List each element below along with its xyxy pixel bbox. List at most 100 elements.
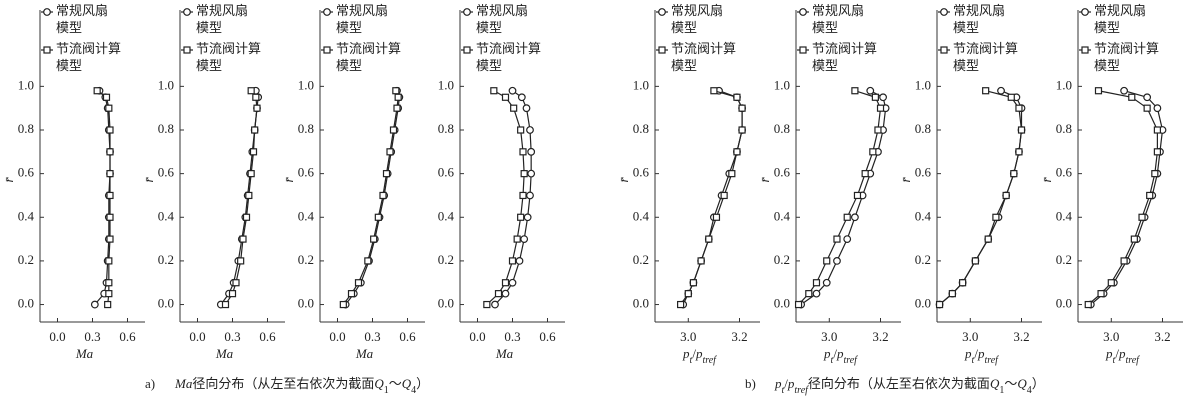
- legend-label: 节流阀计算模型: [336, 41, 401, 73]
- text-part: 4: [1027, 385, 1032, 396]
- marker: [183, 8, 191, 16]
- y-tick-label: 0.4: [18, 208, 35, 223]
- marker: [242, 213, 251, 221]
- marker: [520, 170, 528, 178]
- marker: [43, 46, 51, 54]
- marker: [1153, 148, 1161, 156]
- y-tick-label: 0.0: [915, 296, 931, 311]
- legend-label: 节流阀计算模型: [476, 41, 541, 73]
- marker: [982, 87, 990, 95]
- y-tick-label: 0.8: [915, 121, 931, 136]
- marker: [689, 279, 698, 287]
- marker: [106, 213, 114, 221]
- marker: [392, 87, 400, 95]
- text-part: tref: [794, 385, 809, 396]
- y-tick-label: 0.6: [774, 165, 791, 180]
- marker: [940, 46, 948, 54]
- marker: [251, 126, 259, 134]
- y-tick-label: 1.0: [298, 77, 314, 92]
- x-tick-label: 0.6: [119, 329, 136, 344]
- legend-label: 节流阀计算模型: [196, 41, 261, 73]
- marker: [323, 8, 331, 16]
- marker: [364, 257, 372, 265]
- marker: [1130, 235, 1138, 243]
- marker: [833, 257, 841, 265]
- y-tick-label: 1.0: [1056, 77, 1072, 92]
- y-tick-label: 0.0: [1056, 296, 1072, 311]
- y-tick-label: 0.6: [915, 165, 932, 180]
- marker: [394, 93, 402, 101]
- marker: [105, 279, 113, 287]
- marker: [221, 300, 230, 309]
- marker: [799, 8, 807, 16]
- marker: [1153, 126, 1161, 134]
- text-part: Ma: [355, 346, 374, 361]
- y-tick-label: 1.0: [158, 77, 174, 92]
- text-part: Ma: [75, 346, 94, 361]
- marker: [871, 93, 879, 101]
- x-tick-label: 3.0: [962, 329, 978, 344]
- y-axis-label: r̄: [1, 176, 16, 182]
- x-axis-label: Ma: [355, 346, 374, 361]
- marker: [1151, 170, 1159, 178]
- marker: [520, 235, 529, 243]
- caption: pt/ptref径向分布（从左至右依次为截面Q1～Q4）: [774, 376, 1045, 396]
- text-part: tref: [1125, 355, 1140, 366]
- caption-label: b): [745, 376, 756, 391]
- legend-label: 节流阀计算模型: [671, 41, 736, 73]
- marker: [519, 148, 527, 156]
- x-axis-label: Ma: [215, 346, 234, 361]
- y-axis-label: r̄: [616, 176, 631, 182]
- y-tick-label: 0.4: [915, 208, 932, 223]
- legend-label: 常规风扇模型: [196, 3, 248, 35]
- marker: [869, 148, 877, 156]
- y-tick-label: 0.8: [18, 121, 34, 136]
- marker: [245, 191, 253, 200]
- marker: [105, 290, 113, 298]
- marker: [876, 104, 885, 112]
- y-tick-label: 0.0: [18, 296, 34, 311]
- y-tick-label: 0.8: [1056, 121, 1072, 136]
- y-tick-label: 1.0: [774, 77, 790, 92]
- y-tick-label: 0.8: [774, 121, 790, 136]
- marker: [339, 300, 347, 309]
- y-tick-label: 1.0: [915, 77, 931, 92]
- y-axis-label: r̄: [141, 176, 156, 182]
- y-tick-label: 0.8: [438, 121, 454, 136]
- text-part: tref: [843, 355, 858, 366]
- y-tick-label: 0.6: [298, 165, 315, 180]
- marker: [523, 213, 532, 222]
- marker: [249, 148, 258, 156]
- marker: [1017, 126, 1026, 134]
- text-part: t: [831, 355, 834, 366]
- marker: [508, 278, 517, 287]
- marker: [93, 87, 101, 95]
- text-part: t: [1113, 355, 1116, 366]
- series-line: [682, 90, 743, 305]
- marker: [812, 289, 821, 298]
- marker: [526, 191, 534, 200]
- marker: [733, 93, 741, 101]
- x-tick-label: 3.2: [1013, 329, 1029, 344]
- text-part: Ma: [174, 376, 193, 391]
- text-part: /: [784, 376, 788, 391]
- y-tick-label: 0.0: [298, 296, 314, 311]
- marker: [1010, 170, 1018, 178]
- marker: [386, 148, 394, 156]
- text-part: /: [974, 346, 978, 361]
- marker: [677, 300, 685, 309]
- text-part: Q: [990, 376, 1000, 391]
- marker: [997, 86, 1005, 95]
- marker: [794, 300, 803, 309]
- series-line: [680, 90, 743, 305]
- legend-label: 常规风扇模型: [953, 3, 1005, 35]
- y-tick-label: 0.4: [438, 208, 455, 223]
- legend-label: 常规风扇模型: [336, 3, 388, 35]
- marker: [522, 104, 531, 113]
- series-line: [798, 90, 882, 305]
- text-part: p: [774, 376, 782, 391]
- marker: [483, 300, 491, 309]
- marker: [984, 235, 992, 243]
- marker: [1007, 93, 1015, 101]
- y-tick-label: 0.4: [1056, 208, 1073, 223]
